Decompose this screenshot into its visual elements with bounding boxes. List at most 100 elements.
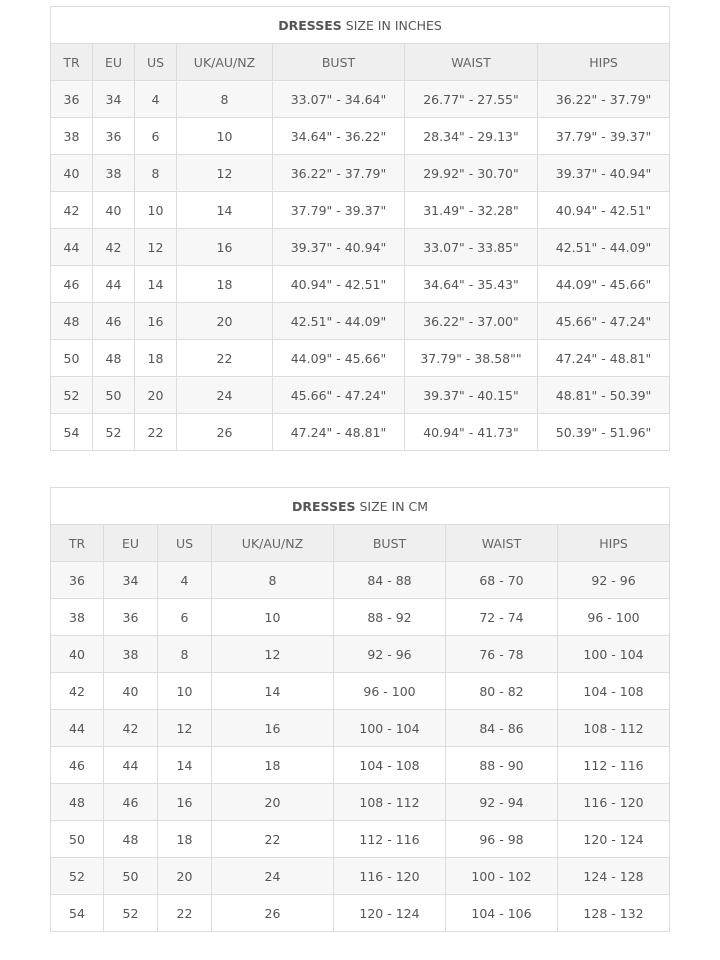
table-cell: 20 [157, 857, 212, 895]
table-cell: 116 - 120 [333, 857, 446, 895]
table-cell: 116 - 120 [556, 783, 671, 821]
table-cell: 44 [92, 265, 135, 303]
table-cell: 68 - 70 [445, 561, 558, 599]
table-cell: 92 - 94 [445, 783, 558, 821]
table-cell: 46 [50, 265, 93, 303]
table-title: DRESSES SIZE IN CM [49, 487, 671, 525]
column-header: US [157, 524, 212, 562]
table-cell: 4 [134, 80, 177, 118]
table-row: 52 50 20 24 116 - 120 100 - 102 124 - 128 [50, 857, 671, 895]
table-cell: 12 [176, 154, 273, 192]
table-cell: 14 [134, 265, 177, 303]
table-cell: 104 - 108 [556, 672, 671, 710]
table-cell: 48.81" - 50.39" [536, 376, 671, 414]
column-header: WAIST [445, 524, 558, 562]
table-cell: 18 [176, 265, 273, 303]
table-cell: 50 [50, 339, 93, 377]
column-header: UK/AU/NZ [176, 43, 273, 81]
table-cell: 28.34" - 29.13" [404, 117, 538, 155]
table-cell: 36 [50, 80, 93, 118]
table-cell: 22 [134, 413, 177, 451]
table-cell: 50 [92, 376, 135, 414]
table-row: 40 38 8 12 36.22" - 37.79" 29.92" - 30.70" 39.… [50, 154, 671, 192]
table-cell: 44 [103, 746, 158, 784]
table-cell: 14 [176, 191, 273, 229]
table-cell: 47.24" - 48.81" [536, 339, 671, 377]
table-row: 50 48 18 22 112 - 116 96 - 98 120 - 124 [50, 820, 671, 858]
table-cell: 18 [211, 746, 334, 784]
table-row: 46 44 14 18 40.94" - 42.51" 34.64" - 35.43" 44… [50, 265, 671, 303]
table-cell: 39.37" - 40.94" [536, 154, 671, 192]
table-cell: 112 - 116 [556, 746, 671, 784]
table-cell: 120 - 124 [333, 894, 446, 932]
table-cell: 54 [50, 894, 104, 932]
table-cell: 6 [157, 598, 212, 636]
column-header: TR [50, 524, 104, 562]
table-cell: 14 [157, 746, 212, 784]
table-cell: 40.94" - 42.51" [536, 191, 671, 229]
table-cell: 44 [50, 709, 104, 747]
table-cell: 80 - 82 [445, 672, 558, 710]
table-cell: 42.51" - 44.09" [272, 302, 405, 340]
table-cell: 36.22" - 37.79" [536, 80, 671, 118]
table-cell: 20 [134, 376, 177, 414]
table-cell: 10 [157, 672, 212, 710]
table-cell: 88 - 90 [445, 746, 558, 784]
table-row: 42 40 10 14 37.79" - 39.37" 31.49" - 32.28" 40… [50, 191, 671, 229]
table-cell: 33.07" - 33.85" [404, 228, 538, 266]
table-cell: 34.64" - 36.22" [272, 117, 405, 155]
table-cell: 42 [92, 228, 135, 266]
table-cell: 34.64" - 35.43" [404, 265, 538, 303]
table-cell: 40 [50, 154, 93, 192]
table-cell: 45.66" - 47.24" [272, 376, 405, 414]
column-header: HIPS [536, 43, 671, 81]
table-cell: 76 - 78 [445, 635, 558, 673]
table-cell: 50.39" - 51.96" [536, 413, 671, 451]
table-cell: 52 [50, 857, 104, 895]
table-cell: 36 [92, 117, 135, 155]
size-table-cm: DRESSES SIZE IN CM TR EU US UK/AU/NZ BUST WAI… [49, 487, 671, 932]
table-cell: 38 [103, 635, 158, 673]
column-header: BUST [272, 43, 405, 81]
table-cell: 37.79" - 39.37" [536, 117, 671, 155]
table-cell: 38 [50, 598, 104, 636]
table-cell: 96 - 98 [445, 820, 558, 858]
table-cell: 20 [176, 302, 273, 340]
table-cell: 10 [211, 598, 334, 636]
table-cell: 92 - 96 [333, 635, 446, 673]
table-cell: 12 [157, 709, 212, 747]
column-header: HIPS [556, 524, 671, 562]
table-cell: 72 - 74 [445, 598, 558, 636]
table-cell: 128 - 132 [556, 894, 671, 932]
table-cell: 100 - 104 [333, 709, 446, 747]
table-row: 54 52 22 26 120 - 124 104 - 106 128 - 132 [50, 894, 671, 932]
table-title: DRESSES SIZE IN INCHES [49, 6, 671, 44]
table-cell: 108 - 112 [556, 709, 671, 747]
table-cell: 96 - 100 [333, 672, 446, 710]
table-cell: 31.49" - 32.28" [404, 191, 538, 229]
table-cell: 16 [211, 709, 334, 747]
table-row: 38 36 6 10 34.64" - 36.22" 28.34" - 29.13" 37.… [50, 117, 671, 155]
table-cell: 42 [50, 672, 104, 710]
table-cell: 38 [92, 154, 135, 192]
table-cell: 50 [103, 857, 158, 895]
table-cell: 34 [103, 561, 158, 599]
table-cell: 16 [176, 228, 273, 266]
column-header: BUST [333, 524, 446, 562]
table-cell: 8 [211, 561, 334, 599]
table-cell: 40.94" - 42.51" [272, 265, 405, 303]
table-row: 38 36 6 10 88 - 92 72 - 74 96 - 100 [50, 598, 671, 636]
table-cell: 112 - 116 [333, 820, 446, 858]
table-cell: 8 [176, 80, 273, 118]
table-cell: 26.77" - 27.55" [404, 80, 538, 118]
table-row: 44 42 12 16 100 - 104 84 - 86 108 - 112 [50, 709, 671, 747]
table-cell: 44.09" - 45.66" [536, 265, 671, 303]
table-cell: 52 [92, 413, 135, 451]
table-cell: 42.51" - 44.09" [536, 228, 671, 266]
column-header: EU [103, 524, 158, 562]
table-cell: 92 - 96 [556, 561, 671, 599]
table-cell: 12 [134, 228, 177, 266]
table-row: 40 38 8 12 92 - 96 76 - 78 100 - 104 [50, 635, 671, 673]
table-cell: 52 [50, 376, 93, 414]
table-cell: 44 [50, 228, 93, 266]
